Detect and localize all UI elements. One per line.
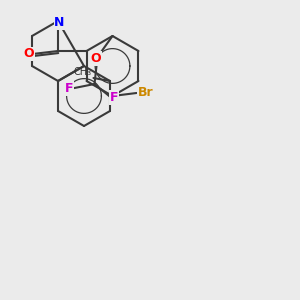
Text: O: O <box>24 47 34 61</box>
Text: CH₃: CH₃ <box>74 67 92 76</box>
Text: O: O <box>91 52 101 65</box>
Text: F: F <box>110 91 118 104</box>
Text: Br: Br <box>138 86 154 100</box>
Text: N: N <box>54 16 65 29</box>
Text: F: F <box>65 82 73 95</box>
